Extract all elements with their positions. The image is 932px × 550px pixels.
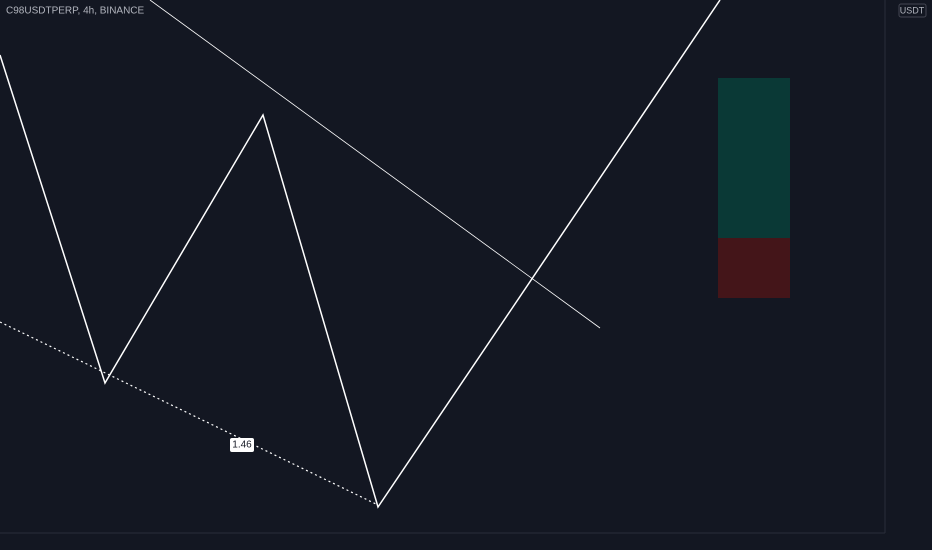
drawings <box>0 0 721 509</box>
stop-zone <box>718 238 790 298</box>
time-axis <box>0 533 885 550</box>
target-zone <box>718 78 790 238</box>
currency-label: USDT <box>900 5 925 15</box>
price-axis <box>885 0 932 550</box>
chart-title: C98USDTPERP, 4h, BINANCE <box>6 6 145 17</box>
annotation: 1.46 <box>232 440 252 451</box>
annotation-box <box>230 438 254 452</box>
trend-line <box>149 0 601 329</box>
zigzag-drawing <box>0 0 721 509</box>
currency-box <box>898 3 927 18</box>
